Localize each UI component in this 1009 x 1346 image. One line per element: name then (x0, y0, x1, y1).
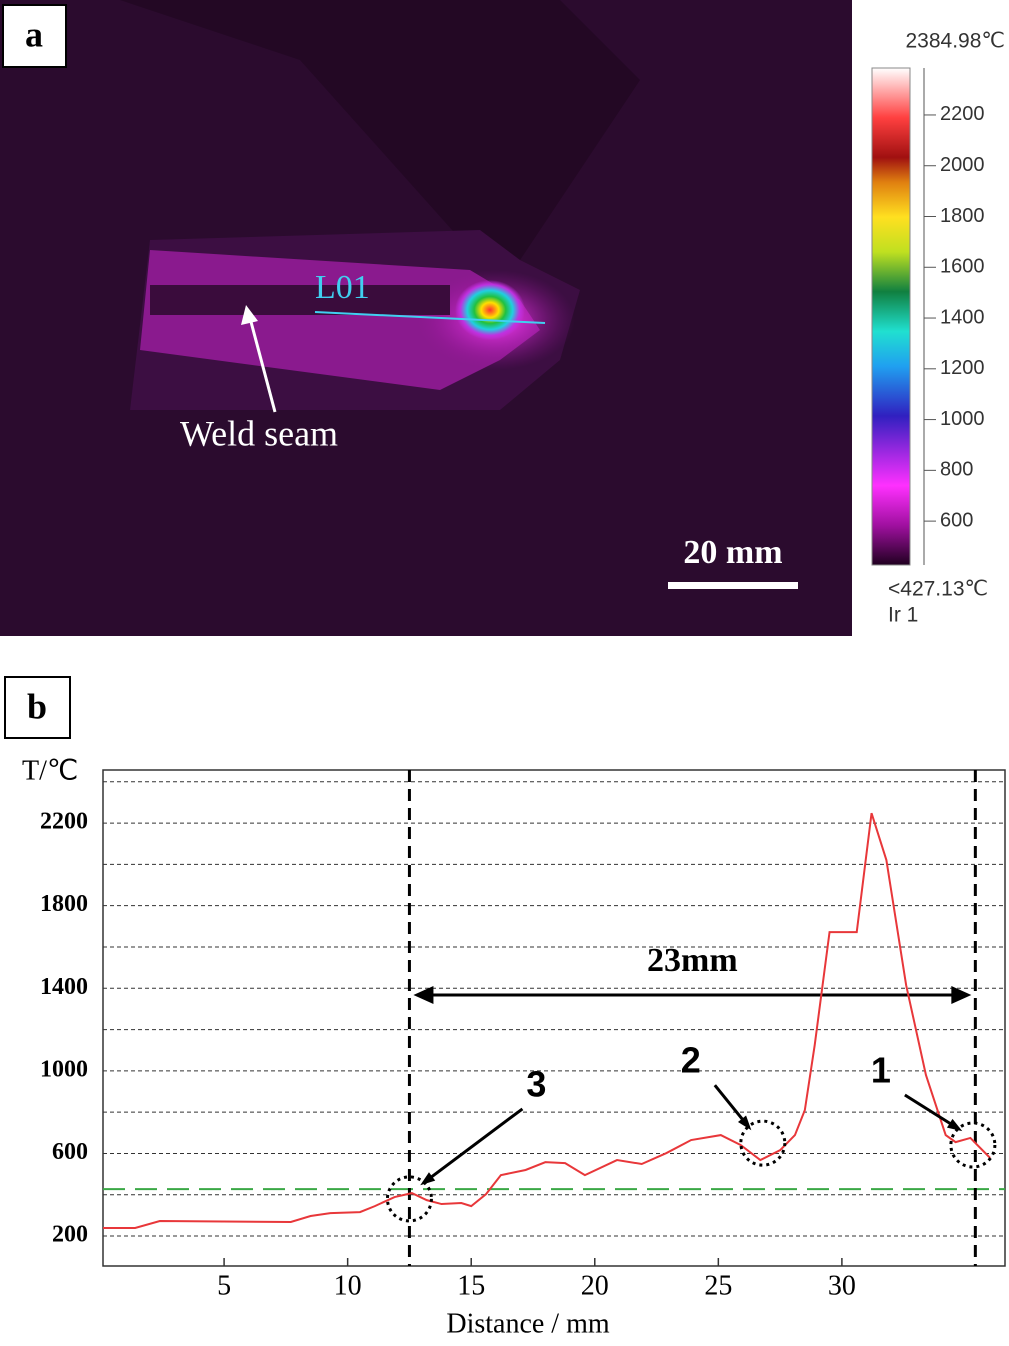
x-tick-label: 15 (457, 1270, 485, 1301)
colorbar (871, 67, 911, 566)
annotation-label: 2 (681, 1040, 701, 1081)
panel-label-box (2, 4, 67, 68)
arrow-label: Weld seam (180, 413, 338, 453)
scale-bar-label: 20 mm (683, 534, 782, 571)
annotation-arrow (422, 1107, 524, 1185)
panel-label: a (25, 14, 43, 54)
line-label: L01 (315, 269, 370, 306)
colorbar-tick-label: 1800 (940, 205, 985, 227)
colorbar-min: <427.13℃ (888, 578, 988, 601)
scale-bar (668, 582, 798, 589)
arrow-head (413, 986, 434, 1004)
y-tick-label: 1000 (40, 1056, 88, 1082)
y-axis-label: T/℃ (22, 755, 78, 786)
colorbar-tick-label: 2200 (940, 103, 985, 125)
colorbar-max: 2384.98℃ (906, 30, 1006, 53)
y-tick-label: 1800 (40, 891, 88, 917)
annotation-label: 1 (871, 1050, 891, 1091)
x-tick-label: 30 (828, 1270, 856, 1301)
background-shape (120, 0, 640, 260)
arrow-head (737, 1115, 752, 1131)
x-tick-label: 5 (217, 1270, 231, 1301)
x-tick-label: 25 (704, 1270, 732, 1301)
data-line (103, 812, 991, 1230)
colorbar-tick-label: 1600 (940, 256, 985, 278)
colorbar-tick-label: 1200 (940, 357, 985, 379)
hot-spot (455, 280, 525, 340)
span-label: 23mm (647, 942, 738, 979)
panel-label: b (27, 686, 47, 726)
y-tick-label: 2200 (40, 809, 88, 835)
arrow (248, 317, 277, 413)
arrow-head (946, 1118, 963, 1132)
colorbar-tick-label: 600 (940, 509, 973, 531)
plot-area (102, 769, 1006, 1267)
arrow-head (241, 305, 258, 325)
annotation-circle (385, 1175, 433, 1223)
y-tick-label: 200 (52, 1222, 88, 1248)
annotation-label: 3 (526, 1063, 546, 1104)
measure-line (314, 311, 546, 324)
arrow-head (420, 1172, 436, 1186)
x-axis-label: Distance / mm (446, 1308, 610, 1339)
y-tick-label: 1400 (40, 974, 88, 1000)
colorbar-tick-label: 1400 (940, 306, 985, 328)
weld-seam (150, 285, 450, 315)
panel-label-box (4, 676, 71, 739)
colorbar-tick-label: 1000 (940, 408, 985, 430)
colorbar-tick-label: 800 (940, 459, 973, 481)
x-tick-label: 20 (581, 1270, 609, 1301)
annotation-circle (949, 1121, 997, 1169)
colorbar-source: Ir 1 (888, 604, 918, 627)
annotation-circle (739, 1119, 787, 1167)
arrow-head (951, 986, 972, 1004)
colorbar-tick-label: 2000 (940, 154, 985, 176)
x-tick-label: 10 (334, 1270, 362, 1301)
y-tick-label: 600 (52, 1139, 88, 1165)
